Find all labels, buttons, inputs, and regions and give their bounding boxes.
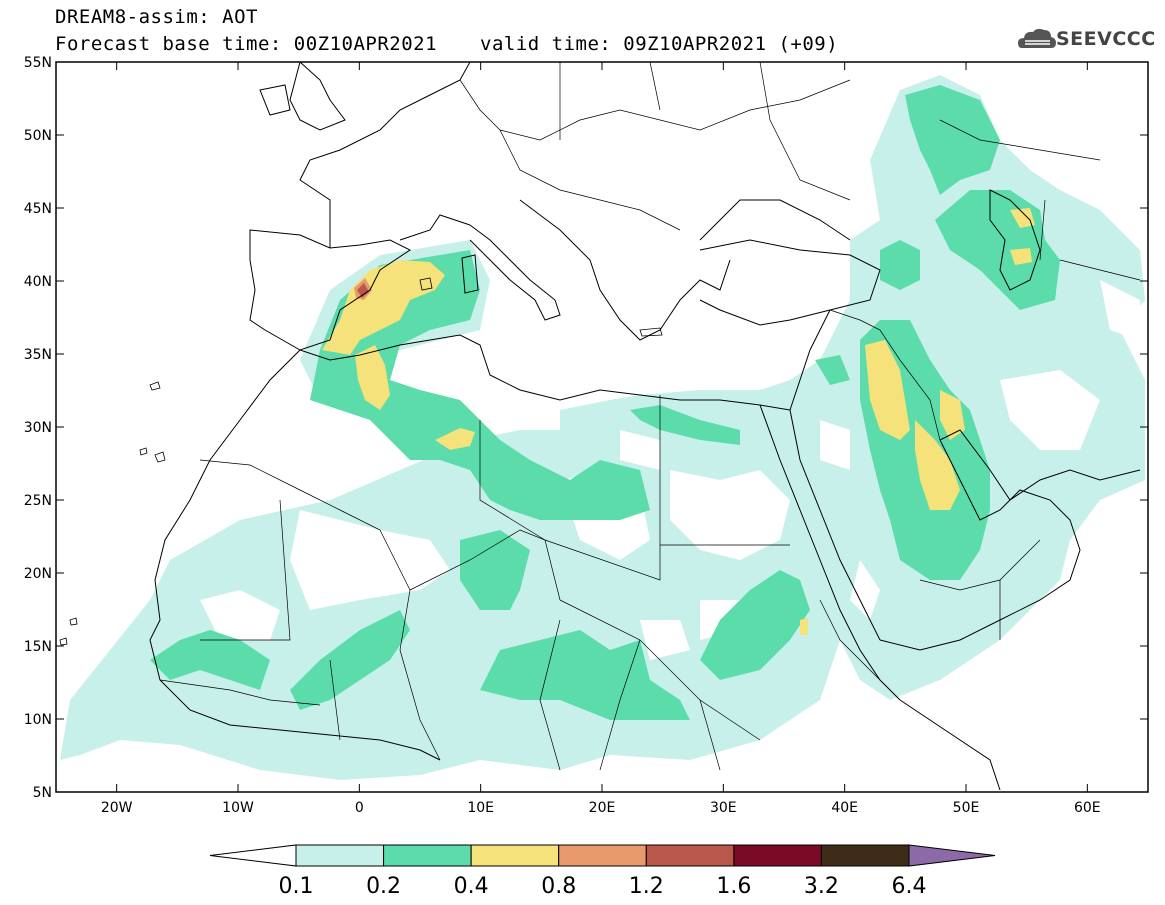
colorbar-label: 0.2 (366, 874, 401, 899)
aot-very-high-field (354, 278, 372, 300)
coastlines (149, 62, 1141, 791)
lat-label: 25N (24, 493, 52, 509)
map-title: DREAM8-assim: AOT (55, 6, 258, 28)
islands (59, 277, 663, 646)
colorbar-label: 0.1 (279, 874, 314, 899)
lat-label: 20N (24, 566, 52, 582)
colorbar-swatch (383, 844, 472, 867)
longitude-axis: 20W 10W 0 10E 20E 30E 40E 50E 60E (101, 62, 1101, 816)
lat-label: 15N (24, 639, 52, 655)
seevccc-cloud-logo-icon (1018, 28, 1056, 48)
lon-label: 10W (222, 800, 254, 816)
forecast-base-time: Forecast base time: 00Z10APR2021 (55, 33, 438, 55)
latitude-axis: 55N 50N 45N 40N 35N 30N 25N 20N 15N 10N 5N (24, 55, 1148, 801)
aot-high-field (322, 208, 1035, 635)
colorbar-over-triangle (908, 844, 996, 867)
colorbar-swatch (820, 844, 910, 867)
colorbar-under-triangle (209, 844, 297, 867)
lat-label: 5N (33, 785, 52, 801)
colorbar-label: 0.8 (541, 874, 576, 899)
colorbar-label: 3.2 (804, 874, 839, 899)
colorbar-swatch (558, 844, 647, 867)
lon-label: 60E (1074, 800, 1101, 816)
lat-label: 35N (24, 347, 52, 363)
country-borders (159, 62, 1141, 771)
lat-label: 10N (24, 712, 52, 728)
colorbar-label: 1.6 (716, 874, 751, 899)
valid-time: valid time: 09Z10APR2021 (+09) (480, 33, 839, 55)
lon-label: 20E (589, 800, 616, 816)
colorbar-swatch (470, 844, 560, 867)
lat-label: 50N (24, 128, 52, 144)
colorbar-swatch (645, 844, 735, 867)
colorbar-swatch (733, 844, 822, 867)
lat-label: 30N (24, 420, 52, 436)
lon-label: 40E (831, 800, 858, 816)
lon-label: 30E (710, 800, 737, 816)
lon-label: 0 (355, 800, 364, 816)
colorbar-label: 0.4 (454, 874, 489, 899)
lat-label: 55N (24, 55, 52, 71)
lon-label: 10E (467, 800, 494, 816)
colorbar-label: 6.4 (892, 874, 927, 899)
lon-label: 20W (101, 800, 133, 816)
logo-text: SEEVCCC (1056, 28, 1156, 50)
lat-label: 45N (24, 201, 52, 217)
colorbar-label: 1.2 (629, 874, 664, 899)
colorbar-swatch (295, 844, 385, 867)
aot-clear-areas (200, 280, 1140, 660)
lon-label: 50E (953, 800, 980, 816)
lat-label: 40N (24, 274, 52, 290)
